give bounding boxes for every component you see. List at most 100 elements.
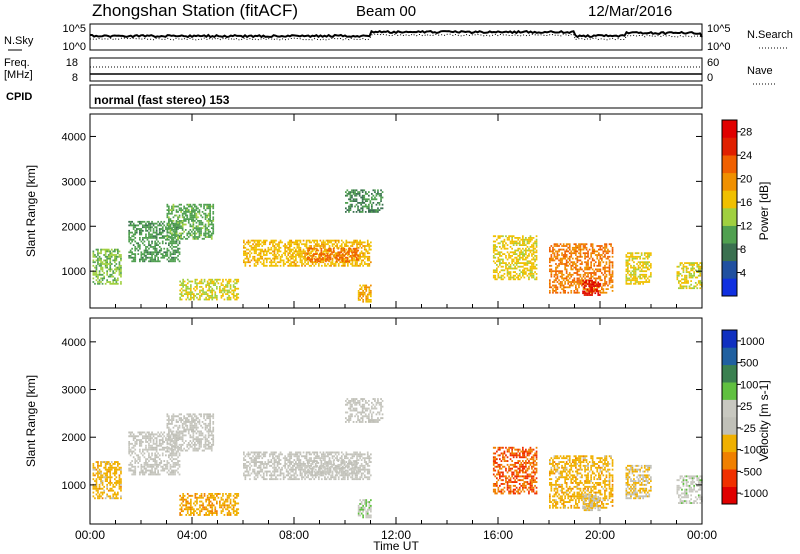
echo-cell — [137, 431, 140, 434]
echo-cell — [565, 261, 568, 264]
echo-cell — [103, 489, 105, 492]
echo-cell — [180, 417, 182, 420]
echo-cell — [165, 439, 167, 441]
echo-cell — [229, 493, 232, 495]
echo-cell — [114, 257, 116, 260]
echo-cell — [183, 430, 185, 433]
echo-cell — [191, 230, 193, 233]
echo-cell — [182, 286, 184, 288]
echo-cell — [690, 267, 692, 270]
echo-cell — [157, 431, 159, 434]
echo-cell — [180, 232, 182, 235]
echo-cell — [114, 282, 116, 285]
echo-cell — [344, 257, 346, 260]
echo-cell — [197, 282, 200, 285]
echo-cell — [171, 247, 173, 250]
echo-cell — [128, 256, 130, 259]
echo-cell — [335, 260, 338, 263]
echo-cell — [642, 273, 644, 276]
echo-cell — [270, 263, 273, 265]
echo-cell — [104, 466, 107, 469]
echo-cell — [106, 257, 108, 260]
echo-cell — [515, 253, 518, 255]
echo-cell — [186, 413, 189, 416]
echo-cell — [360, 211, 362, 213]
echo-cell — [190, 494, 192, 497]
echo-cell — [134, 229, 137, 232]
echo-cell — [645, 261, 648, 264]
echo-cell — [272, 250, 274, 253]
echo-cell — [685, 271, 688, 273]
echo-cell — [351, 200, 353, 202]
echo-cell — [531, 273, 533, 275]
echo-cell — [265, 250, 268, 253]
echo-cell — [287, 257, 290, 260]
echo-cell — [576, 255, 579, 258]
echo-cell — [276, 252, 279, 255]
echo-cell — [345, 245, 348, 247]
echo-cell — [184, 417, 187, 420]
echo-cell — [587, 252, 589, 255]
echo-cell — [299, 239, 302, 242]
echo-cell — [161, 437, 164, 440]
noise-right-label: N.Search — [747, 29, 793, 41]
echo-cell — [205, 291, 207, 294]
echo-cell — [95, 275, 98, 278]
echo-cell — [160, 439, 163, 441]
echo-cell — [276, 257, 279, 260]
echo-cell — [627, 266, 629, 269]
echo-cell — [343, 247, 346, 250]
echo-cell — [360, 261, 363, 264]
echo-cell — [299, 257, 302, 260]
echo-cell — [192, 413, 195, 416]
echo-cell — [684, 280, 686, 282]
echo-cell — [604, 250, 606, 253]
echo-cell — [316, 245, 319, 247]
echo-cell — [229, 506, 232, 509]
echo-cell — [334, 264, 337, 267]
echo-cell — [208, 498, 210, 501]
echo-cell — [640, 277, 643, 280]
echo-cell — [165, 228, 167, 230]
echo-cell — [290, 250, 293, 253]
echo-cell — [261, 248, 264, 251]
echo-cell — [368, 290, 371, 292]
echo-cell — [362, 284, 364, 287]
echo-cell — [154, 471, 156, 474]
echo-cell — [131, 240, 133, 243]
echo-cell — [168, 456, 170, 459]
echo-cell — [555, 266, 557, 269]
echo-cell — [508, 267, 510, 270]
echo-cell — [567, 275, 570, 278]
echo-cell — [690, 262, 692, 264]
echo-cell — [355, 203, 358, 206]
echo-cell — [637, 252, 640, 255]
echo-cell — [211, 289, 214, 292]
echo-cell — [172, 230, 175, 233]
echo-cell — [199, 291, 201, 294]
echo-cell — [192, 221, 195, 224]
echo-cell — [564, 264, 566, 267]
echo-cell — [329, 253, 332, 255]
echo-cell — [529, 267, 532, 270]
echo-cell — [697, 269, 700, 272]
echo-cell — [216, 502, 218, 505]
echo-cell — [511, 242, 513, 245]
echo-cell — [506, 244, 509, 246]
echo-cell — [561, 288, 563, 290]
echo-cell — [559, 257, 562, 260]
echo-cell — [301, 252, 303, 255]
echo-cell — [166, 212, 169, 215]
echo-cell — [131, 435, 133, 438]
echo-cell — [180, 443, 182, 446]
echo-cell — [169, 230, 172, 233]
echo-cell — [329, 256, 332, 259]
echo-cell — [633, 273, 635, 276]
echo-cell — [202, 496, 204, 499]
echo-cell — [573, 272, 576, 274]
echo-cell — [601, 248, 603, 251]
echo-cell — [311, 260, 313, 263]
echo-cell — [579, 281, 582, 283]
echo-cell — [333, 246, 335, 249]
echo-cell — [582, 270, 585, 273]
